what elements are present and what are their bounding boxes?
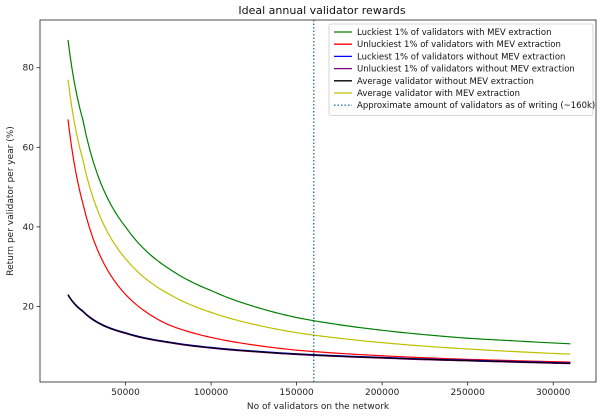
y-tick-label: 60 — [23, 143, 35, 153]
plot-frame — [39, 19, 597, 383]
legend-label: Unluckiest 1% of validators without MEV … — [357, 65, 575, 75]
line-series-1 — [67, 119, 571, 363]
x-axis-ticks: 50000 100000 150000 200000 250000 300000 — [111, 382, 571, 398]
legend-label: Approximate amount of validators as of w… — [357, 101, 595, 111]
legend-label: Luckiest 1% of validators with MEV extra… — [357, 28, 552, 38]
legend: Luckiest 1% of validators with MEV extra… — [328, 23, 595, 116]
x-tick-label: 50000 — [111, 388, 140, 398]
x-tick-label: 150000 — [279, 388, 314, 398]
x-tick-label: 250000 — [451, 388, 486, 398]
line-series-3 — [67, 294, 571, 365]
legend-label: Luckiest 1% of validators without MEV ex… — [357, 52, 565, 62]
legend-label: Average validator without MEV extraction — [357, 77, 534, 87]
line-series-0 — [67, 39, 571, 345]
y-tick-label: 80 — [23, 64, 35, 74]
y-tick-label: 40 — [23, 223, 35, 233]
line-series-5 — [67, 79, 571, 355]
y-axis-ticks: 20 40 60 80 — [23, 64, 40, 312]
legend-label: Average validator with MEV extraction — [357, 89, 520, 99]
x-tick-label: 200000 — [365, 388, 400, 398]
x-tick-label: 100000 — [194, 388, 229, 398]
y-axis-label: Return per validator per year (%) — [6, 126, 16, 276]
legend-box — [328, 23, 594, 116]
line-series-4 — [67, 294, 571, 364]
x-axis-label: No of validators on the network — [247, 402, 390, 412]
line-series-2 — [67, 294, 571, 364]
y-tick-label: 20 — [23, 302, 35, 312]
legend-label: Unluckiest 1% of validators with MEV ext… — [357, 40, 561, 50]
chart-title: Ideal annual validator rewards — [238, 4, 405, 17]
x-tick-label: 300000 — [536, 388, 571, 398]
plot-area — [67, 20, 571, 382]
